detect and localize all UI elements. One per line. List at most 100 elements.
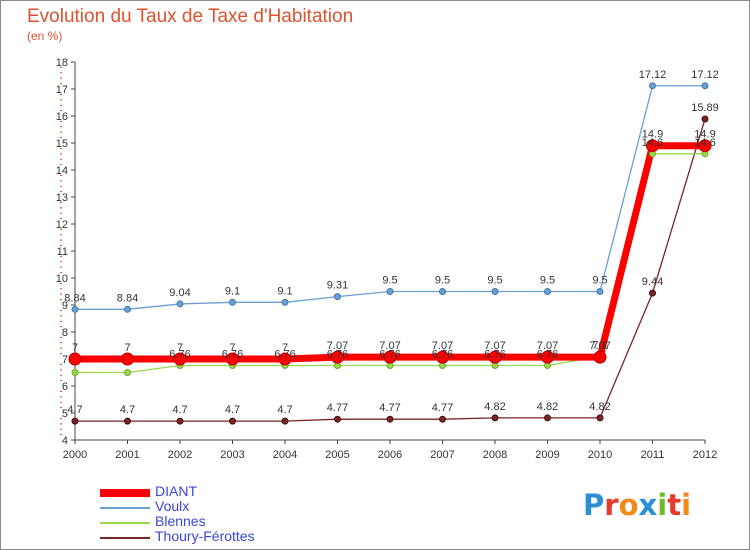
chart-subtitle: (en %) xyxy=(27,29,63,43)
y-tick-label: 11 xyxy=(57,246,68,258)
logo-letter: o xyxy=(618,488,639,522)
data-label: 9.5 xyxy=(592,275,607,287)
data-label: 8.84 xyxy=(117,292,138,304)
data-point xyxy=(176,300,184,308)
legend-swatch xyxy=(100,489,150,497)
x-tick-label: 2010 xyxy=(588,449,612,461)
data-label: 7 xyxy=(282,342,288,354)
data-point xyxy=(383,350,397,364)
data-point xyxy=(649,82,656,90)
data-label: 4.7 xyxy=(225,404,240,416)
logo-letter: r xyxy=(604,488,619,522)
data-point xyxy=(229,298,236,306)
data-label: 7.07 xyxy=(537,340,558,352)
y-tick-label: 5 xyxy=(62,408,68,420)
data-point xyxy=(541,350,554,364)
y-tick-label: 15 xyxy=(56,138,68,150)
data-point xyxy=(596,414,604,422)
data-label: 9.1 xyxy=(277,285,292,297)
data-label: 9.5 xyxy=(487,275,502,287)
data-point xyxy=(176,417,184,425)
data-label: 4.82 xyxy=(537,401,558,413)
data-label: 6.76 xyxy=(484,348,505,360)
data-point xyxy=(701,82,709,90)
x-tick-label: 2008 xyxy=(483,449,507,461)
legend-swatch xyxy=(100,522,150,524)
data-label: 7.07 xyxy=(589,340,610,352)
data-point xyxy=(436,350,449,364)
logo-letter: i xyxy=(681,488,692,522)
data-label: 8.84 xyxy=(64,292,85,304)
legend-label: Voulx xyxy=(155,498,190,514)
data-label: 7 xyxy=(72,342,78,354)
data-label: 14.9 xyxy=(642,129,663,141)
proxiti-logo: Proxiti xyxy=(583,488,691,522)
data-label: 9.5 xyxy=(435,275,450,287)
data-label: 6.76 xyxy=(274,348,295,360)
data-point xyxy=(334,415,341,423)
data-point xyxy=(334,293,341,301)
data-point xyxy=(698,139,712,153)
y-tick-label: 7 xyxy=(62,354,68,366)
data-point xyxy=(544,414,551,422)
data-label: 14.9 xyxy=(694,129,715,141)
data-point xyxy=(596,288,604,295)
logo-letter: P xyxy=(583,488,605,522)
y-tick-label: 10 xyxy=(56,273,68,285)
data-label: 7 xyxy=(124,342,130,354)
legend-swatch xyxy=(100,507,150,509)
data-label: 7.1 xyxy=(592,339,607,351)
data-label: 4.7 xyxy=(120,404,135,416)
data-point xyxy=(121,352,134,366)
logo-letter: t xyxy=(667,488,682,522)
data-point xyxy=(386,415,394,423)
series-points xyxy=(68,82,712,425)
legend-label: DIANT xyxy=(155,483,197,499)
y-tick-label: 6 xyxy=(62,381,68,393)
x-tick-label: 2007 xyxy=(430,449,454,461)
data-label: 4.82 xyxy=(589,401,610,413)
data-label: 4.7 xyxy=(172,404,187,416)
data-point xyxy=(439,415,446,423)
data-label: 6.76 xyxy=(537,348,558,360)
data-label: 6.76 xyxy=(169,348,190,360)
y-tick-label: 13 xyxy=(56,192,68,204)
data-point xyxy=(124,417,131,425)
data-point xyxy=(68,352,82,366)
data-label: 17.12 xyxy=(639,69,667,81)
data-label: 9.04 xyxy=(169,287,190,299)
data-point xyxy=(229,417,236,425)
data-point xyxy=(226,352,239,366)
data-label: 6.76 xyxy=(222,348,243,360)
legend-label: Thoury-Férottes xyxy=(155,528,255,544)
data-point xyxy=(281,417,289,425)
x-tick-label: 2006 xyxy=(378,449,402,461)
data-label: 14.6 xyxy=(642,137,663,149)
data-label: 9.31 xyxy=(327,280,348,292)
data-point xyxy=(544,288,551,295)
data-label: 7.07 xyxy=(379,340,400,352)
data-label: 6.76 xyxy=(327,348,348,360)
x-tick-label: 2005 xyxy=(325,449,349,461)
series-line-3 xyxy=(75,118,706,422)
data-point xyxy=(331,350,344,364)
data-label: 14.6 xyxy=(694,137,715,149)
data-point xyxy=(173,352,187,366)
y-tick-label: 16 xyxy=(56,111,68,123)
y-tick-label: 12 xyxy=(56,219,68,231)
data-label: 15.89 xyxy=(691,102,719,114)
data-point xyxy=(491,414,499,422)
data-point xyxy=(386,288,394,295)
x-tick-label: 2004 xyxy=(273,449,297,461)
y-tick-label: 9 xyxy=(62,300,68,312)
data-point xyxy=(491,288,499,295)
data-label: 4.82 xyxy=(484,401,505,413)
y-tick-label: 17 xyxy=(56,84,68,96)
y-tick-label: 18 xyxy=(56,57,68,69)
x-tick-label: 2011 xyxy=(641,449,665,461)
data-label: 7 xyxy=(229,342,235,354)
data-label: 7.07 xyxy=(432,340,453,352)
data-point xyxy=(281,298,289,306)
